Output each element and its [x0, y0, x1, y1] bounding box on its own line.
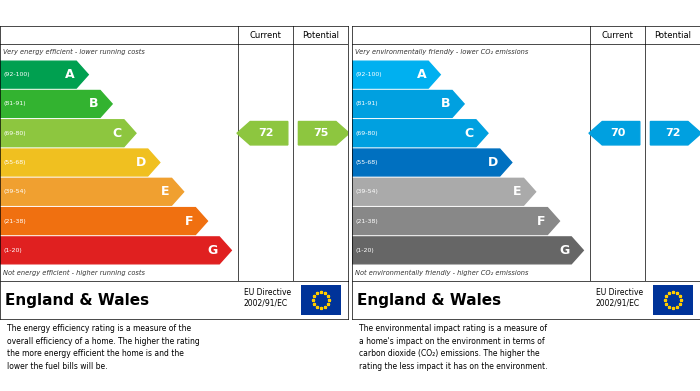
- Polygon shape: [0, 208, 207, 235]
- Text: EU Directive
2002/91/EC: EU Directive 2002/91/EC: [596, 289, 643, 308]
- Text: (69-80): (69-80): [3, 131, 26, 136]
- Text: (55-68): (55-68): [355, 160, 377, 165]
- Polygon shape: [0, 90, 112, 117]
- Text: E: E: [161, 185, 169, 198]
- Text: D: D: [136, 156, 146, 169]
- Text: (21-38): (21-38): [3, 219, 26, 224]
- Text: Potential: Potential: [302, 30, 339, 39]
- Polygon shape: [0, 120, 136, 147]
- Text: (69-80): (69-80): [355, 131, 377, 136]
- Text: F: F: [185, 215, 193, 228]
- Text: G: G: [207, 244, 217, 257]
- Text: England & Wales: England & Wales: [5, 292, 149, 307]
- Text: Very energy efficient - lower running costs: Very energy efficient - lower running co…: [3, 49, 145, 55]
- Polygon shape: [352, 208, 559, 235]
- Text: (81-91): (81-91): [355, 101, 377, 106]
- Text: Current: Current: [250, 30, 281, 39]
- Text: (92-100): (92-100): [355, 72, 382, 77]
- Text: Potential: Potential: [654, 30, 691, 39]
- Text: F: F: [537, 215, 545, 228]
- Text: (81-91): (81-91): [3, 101, 26, 106]
- Polygon shape: [650, 122, 700, 145]
- Text: G: G: [559, 244, 569, 257]
- Text: EU Directive
2002/91/EC: EU Directive 2002/91/EC: [244, 289, 290, 308]
- Text: D: D: [487, 156, 498, 169]
- Text: Current: Current: [602, 30, 634, 39]
- Text: Energy Efficiency Rating: Energy Efficiency Rating: [7, 7, 169, 20]
- Bar: [301, 285, 341, 315]
- Text: C: C: [465, 127, 474, 140]
- Polygon shape: [0, 237, 231, 264]
- Polygon shape: [352, 90, 464, 117]
- Text: (39-54): (39-54): [355, 189, 378, 194]
- Text: 75: 75: [313, 128, 328, 138]
- Text: (1-20): (1-20): [355, 248, 374, 253]
- Text: England & Wales: England & Wales: [357, 292, 501, 307]
- Text: 70: 70: [610, 128, 625, 138]
- Text: Not environmentally friendly - higher CO₂ emissions: Not environmentally friendly - higher CO…: [355, 270, 528, 276]
- Text: Environmental Impact (CO₂) Rating: Environmental Impact (CO₂) Rating: [359, 7, 592, 20]
- Text: The energy efficiency rating is a measure of the
overall efficiency of a home. T: The energy efficiency rating is a measur…: [7, 324, 199, 371]
- Polygon shape: [352, 61, 440, 88]
- Text: (55-68): (55-68): [3, 160, 25, 165]
- Polygon shape: [352, 178, 536, 205]
- Polygon shape: [0, 149, 160, 176]
- Polygon shape: [237, 122, 288, 145]
- Text: C: C: [113, 127, 122, 140]
- Polygon shape: [298, 122, 349, 145]
- Text: 72: 72: [258, 128, 274, 138]
- Text: A: A: [64, 68, 74, 81]
- Text: E: E: [513, 185, 522, 198]
- Polygon shape: [589, 122, 640, 145]
- Text: (39-54): (39-54): [3, 189, 26, 194]
- Polygon shape: [352, 237, 583, 264]
- Text: A: A: [416, 68, 426, 81]
- Text: (1-20): (1-20): [3, 248, 22, 253]
- Polygon shape: [0, 61, 88, 88]
- Polygon shape: [0, 178, 183, 205]
- Text: B: B: [89, 97, 98, 110]
- Text: (92-100): (92-100): [3, 72, 29, 77]
- Text: Very environmentally friendly - lower CO₂ emissions: Very environmentally friendly - lower CO…: [355, 49, 528, 55]
- Polygon shape: [352, 120, 488, 147]
- Polygon shape: [352, 149, 512, 176]
- Text: B: B: [440, 97, 450, 110]
- Text: 72: 72: [665, 128, 680, 138]
- Text: (21-38): (21-38): [355, 219, 378, 224]
- Bar: [653, 285, 693, 315]
- Text: Not energy efficient - higher running costs: Not energy efficient - higher running co…: [3, 270, 145, 276]
- Text: The environmental impact rating is a measure of
a home's impact on the environme: The environmental impact rating is a mea…: [359, 324, 547, 371]
